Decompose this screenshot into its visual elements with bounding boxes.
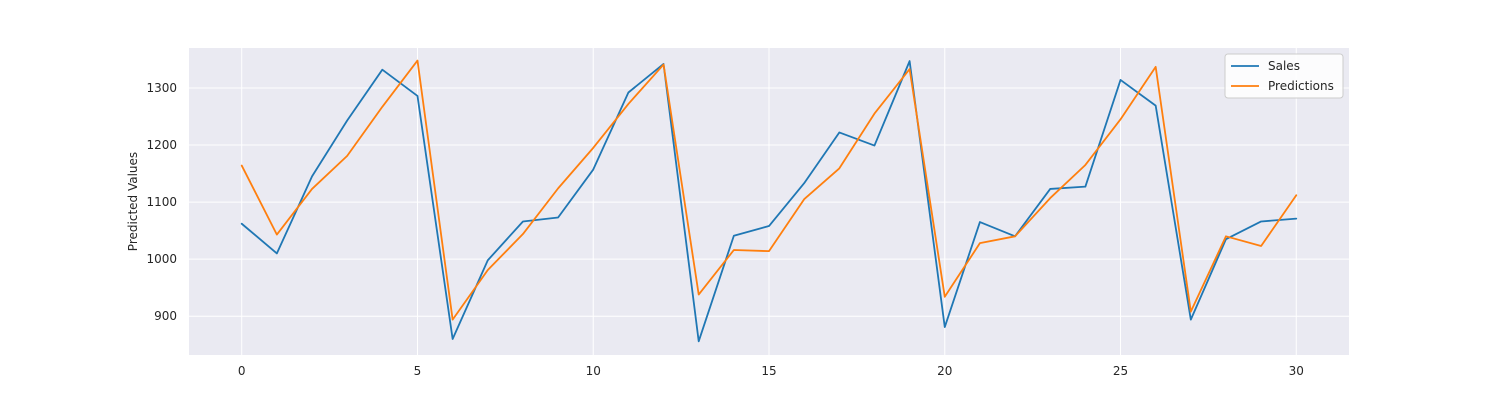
series-lines: [240, 59, 1298, 343]
y-tick-label: 1200: [146, 138, 177, 152]
x-tick-label: 30: [1289, 364, 1304, 378]
y-tick-label: 1300: [146, 81, 177, 95]
y-tick-label: 1000: [146, 252, 177, 266]
x-tick-label: 20: [937, 364, 952, 378]
y-tick-label: 900: [154, 309, 177, 323]
series-line-predictions: [240, 59, 1298, 321]
legend-box: [1224, 53, 1344, 99]
x-tick-label: 0: [238, 364, 246, 378]
grid-lines: [189, 48, 1349, 355]
legend: Sales Predictions: [1224, 53, 1344, 99]
axis-ticks: 0 5 10 15 20 25 30 900 1000 1100 1200 1300: [146, 81, 1303, 378]
x-tick-label: 25: [1113, 364, 1128, 378]
legend-label: Predictions: [1268, 79, 1334, 93]
y-tick-label: 1100: [146, 195, 177, 209]
x-tick-label: 15: [761, 364, 776, 378]
series-line-sales: [240, 60, 1298, 343]
y-axis-label: Predicted Values: [126, 152, 140, 251]
legend-label: Sales: [1268, 59, 1300, 73]
x-tick-label: 5: [414, 364, 422, 378]
x-tick-label: 10: [586, 364, 601, 378]
